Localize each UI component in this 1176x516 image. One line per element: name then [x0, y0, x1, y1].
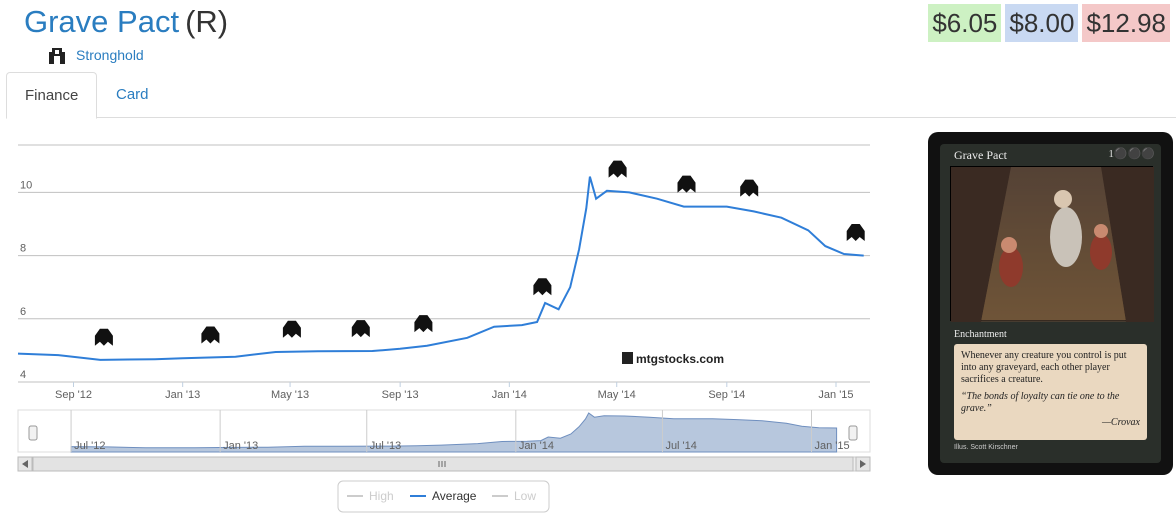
- navigator-left-handle[interactable]: [28, 425, 38, 441]
- average-price-badge: $8.00: [1005, 4, 1079, 42]
- set-name-link[interactable]: Stronghold: [76, 47, 144, 63]
- scrollbar-thumb[interactable]: [32, 456, 854, 472]
- card-image-type-line: Enchantment: [954, 329, 1007, 340]
- card-image-mana-cost: 1⚫⚫⚫: [1108, 148, 1155, 160]
- m15-icon[interactable]: [677, 175, 696, 193]
- x-tick-label: Jan '14: [492, 389, 527, 401]
- set-row: Stronghold: [46, 44, 144, 66]
- m14-icon[interactable]: [351, 320, 370, 338]
- card-image-flavor-text: “The bonds of loyalty can tie one to the…: [961, 391, 1120, 414]
- price-chart-svg[interactable]: 4 6 8 10 Sep '12 Jan '13 May '13 Sep '13 Jan '14…: [0, 120, 900, 516]
- card-image-textbox: Whenever any creature you control is put…: [954, 344, 1147, 440]
- watermark-text: mtgstocks.com: [636, 352, 724, 366]
- return-to-ravnica-icon[interactable]: [94, 328, 113, 346]
- mtgstocks-logo-icon: [622, 352, 633, 364]
- navigator-tick-label: Jan '13: [223, 440, 258, 452]
- card-name-link[interactable]: Grave Pact: [24, 4, 180, 39]
- navigator-tick-label: Jan '14: [519, 440, 554, 452]
- navigator-tick-label: Jul '14: [665, 440, 696, 452]
- tab-bar: Finance Card: [6, 72, 1176, 119]
- x-tick-label: Sep '12: [55, 389, 92, 401]
- card-art: [950, 166, 1154, 322]
- dragons-maze-icon[interactable]: [282, 320, 301, 338]
- legend-item-average[interactable]: Average: [432, 489, 477, 503]
- x-tick-label: May '13: [271, 389, 309, 401]
- price-chart[interactable]: 4 6 8 10 Sep '12 Jan '13 May '13 Sep '13 Jan '14…: [0, 120, 900, 516]
- card-image-illustrator: Illus. Scott Kirschner: [954, 444, 1018, 451]
- card-image-flavor-attribution: —Crovax: [1102, 417, 1140, 428]
- average-series-line: [17, 176, 864, 361]
- khans-of-tarkir-icon[interactable]: [740, 179, 759, 197]
- theros-icon[interactable]: [414, 315, 433, 333]
- x-tick-label: Sep '13: [382, 389, 419, 401]
- x-tick-label: Jan '15: [818, 389, 853, 401]
- price-badges: $6.05 $8.00 $12.98: [928, 4, 1170, 42]
- rarity-label: (R): [185, 4, 229, 39]
- gatecrash-icon[interactable]: [201, 326, 220, 344]
- y-tick-label: 4: [20, 369, 26, 381]
- legend-item-high[interactable]: High: [369, 489, 394, 503]
- page-title: Grave Pact (R): [24, 2, 228, 42]
- high-price-badge: $12.98: [1082, 4, 1170, 42]
- x-tick-label: Sep '14: [708, 389, 745, 401]
- stronghold-set-icon: [46, 44, 68, 66]
- journey-into-nyx-icon[interactable]: [608, 160, 627, 178]
- navigator-right-handle[interactable]: [848, 425, 858, 441]
- tab-card[interactable]: Card: [116, 86, 149, 103]
- navigator-tick-label: Jan '15: [814, 440, 849, 452]
- legend-item-low[interactable]: Low: [514, 489, 536, 503]
- y-tick-label: 8: [20, 243, 26, 255]
- tab-finance[interactable]: Finance: [6, 72, 97, 119]
- card-image-name: Grave Pact: [954, 148, 1007, 162]
- card-image-inner: Grave Pact 1⚫⚫⚫ Enchantment Whenever any…: [940, 144, 1161, 463]
- navigator-tick-label: Jul '13: [370, 440, 401, 452]
- low-price-badge: $6.05: [928, 4, 1002, 42]
- legend-box: [337, 480, 550, 513]
- y-tick-label: 10: [20, 179, 32, 191]
- navigator-tick-label: Jul '12: [74, 440, 105, 452]
- born-of-the-gods-icon[interactable]: [533, 278, 552, 296]
- card-image-rules-text: Whenever any creature you control is put…: [961, 350, 1127, 385]
- x-tick-label: May '14: [598, 389, 636, 401]
- navigator-area: [70, 412, 838, 453]
- card-image: Grave Pact 1⚫⚫⚫ Enchantment Whenever any…: [928, 132, 1173, 475]
- x-tick-label: Jan '13: [165, 389, 200, 401]
- chevron-right-icon: [860, 460, 866, 468]
- y-tick-label: 6: [20, 306, 26, 318]
- chevron-left-icon: [22, 460, 28, 468]
- fate-reforged-icon[interactable]: [846, 224, 865, 241]
